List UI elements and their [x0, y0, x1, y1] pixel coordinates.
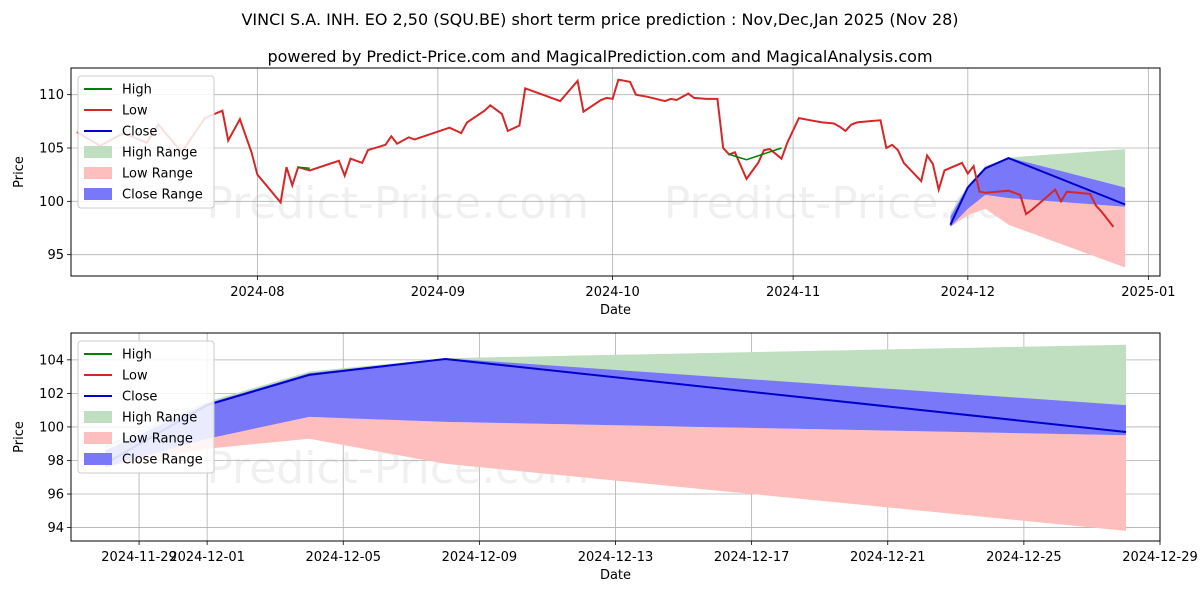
low-range-band [950, 194, 1126, 268]
x-tick-label: 2024-12-01 [169, 550, 245, 565]
x-tick-label: 2024-11-29 [101, 550, 177, 565]
legend-label: High [122, 348, 152, 363]
legend-swatch [84, 432, 112, 444]
legend-label: Close Range [122, 188, 203, 203]
x-tick-label: 2024-12-09 [442, 550, 518, 565]
y-tick-label: 98 [47, 454, 64, 469]
chart-title: VINCI S.A. INH. EO 2,50 (SQU.BE) short t… [241, 10, 958, 29]
low-series-line [76, 78, 1115, 228]
legend-label: Low [122, 369, 148, 384]
legend-label: High [122, 83, 152, 98]
x-tick-label: 2024-12 [941, 285, 995, 300]
y-axis-label: Price [12, 421, 27, 453]
x-tick-label: 2024-12-13 [578, 550, 654, 565]
watermark-text: Predict-Price.com [206, 178, 589, 229]
x-tick-label: 2024-12-05 [305, 550, 381, 565]
x-tick-label: 2024-11 [766, 285, 820, 300]
chart-subtitle: powered by Predict-Price.com and Magical… [267, 47, 932, 66]
legend-label: Close [122, 390, 157, 405]
high-series-line [298, 166, 310, 170]
axes-frame [70, 67, 1161, 277]
y-tick-label: 100 [39, 420, 64, 435]
legend-label: High Range [122, 411, 197, 426]
legend-swatch [84, 411, 112, 423]
legend-swatch [84, 188, 112, 200]
y-tick-label: 104 [39, 353, 64, 368]
high-range-band [950, 149, 1126, 216]
close-range-band [950, 157, 1126, 227]
forecast-panel: Predict-Price.comPredict-Price.com949698… [12, 332, 1198, 583]
low-range-band [105, 416, 1126, 531]
axes-frame [70, 332, 1161, 542]
y-tick-label: 105 [39, 142, 64, 157]
legend-label: Low [122, 104, 148, 119]
x-tick-label: 2024-12-29 [1122, 550, 1198, 565]
x-tick-label: 2024-12-25 [986, 550, 1062, 565]
high-range-band [105, 344, 1126, 449]
x-tick-label: 2024-09 [411, 285, 465, 300]
y-tick-label: 102 [39, 387, 64, 402]
y-tick-label: 95 [47, 248, 64, 263]
legend-label: Close [122, 125, 157, 140]
x-tick-label: 2024-12-17 [714, 550, 790, 565]
legend-swatch [84, 453, 112, 465]
x-tick-label: 2025-01 [1121, 285, 1175, 300]
y-tick-label: 100 [39, 195, 64, 210]
x-tick-label: 2024-12-21 [850, 550, 926, 565]
y-tick-label: 96 [47, 488, 64, 503]
legend-label: Low Range [122, 432, 193, 447]
legend-swatch [84, 146, 112, 158]
legend-label: Low Range [122, 167, 193, 182]
legend-label: Close Range [122, 453, 203, 468]
x-axis-label: Date [600, 303, 631, 318]
x-tick-label: 2024-10 [585, 285, 639, 300]
close-series-line [949, 157, 1126, 226]
high-series-line [728, 147, 782, 161]
x-tick-label: 2024-08 [230, 285, 284, 300]
y-tick-label: 94 [47, 521, 64, 536]
y-tick-label: 110 [39, 88, 64, 103]
history-panel: Predict-Price.com Predict-Price.com951001… [12, 67, 1176, 318]
legend-swatch [84, 167, 112, 179]
legend-label: High Range [122, 146, 197, 161]
y-axis-label: Price [12, 156, 27, 188]
x-axis-label: Date [600, 568, 631, 583]
close-range-band [105, 358, 1126, 468]
